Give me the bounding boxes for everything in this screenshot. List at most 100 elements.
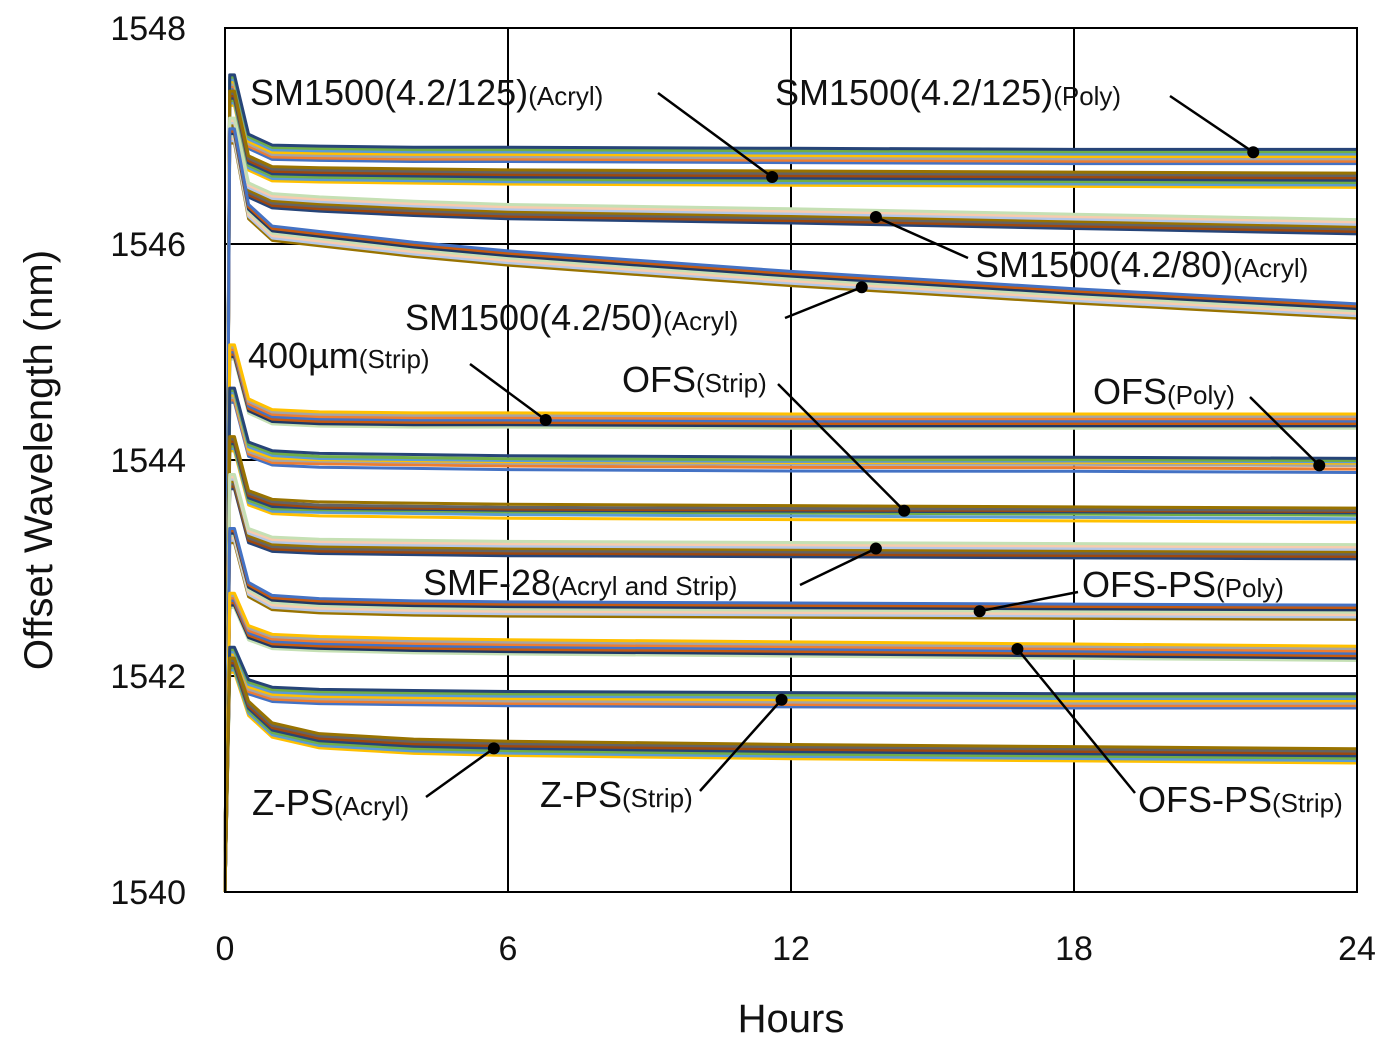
- series-line: [223, 596, 1358, 893]
- annotation: SM1500(4.2/125)(Acryl): [250, 72, 779, 184]
- series-line: [223, 355, 1357, 893]
- y-tick-label: 1540: [110, 874, 186, 912]
- annotation: Z-PS(Strip): [540, 693, 788, 815]
- series-line: [223, 132, 1358, 893]
- annotation: SMF-28(Acryl and Strip): [423, 542, 882, 603]
- series-line: [223, 96, 1358, 893]
- series-line: [223, 103, 1358, 893]
- series-line: [223, 435, 1358, 893]
- annotation-label-main: SM1500(4.2/125): [250, 72, 528, 113]
- series-group: [223, 89, 1358, 893]
- annotation: SM1500(4.2/125)(Poly): [775, 72, 1260, 159]
- series-line: [223, 648, 1357, 893]
- y-tick-label: 1548: [110, 10, 186, 48]
- annotation-leader-line: [875, 215, 969, 260]
- annotation-label: OFS(Poly): [1093, 371, 1235, 412]
- annotation-leader-line: [425, 747, 495, 799]
- series-line: [223, 666, 1358, 893]
- annotation-label-sub: (Acryl): [334, 791, 409, 821]
- annotation-label: SM1500(4.2/125)(Acryl): [250, 72, 603, 113]
- y-tick-label: 1546: [110, 226, 186, 264]
- annotation-leader-line: [469, 362, 547, 422]
- series-line: [223, 386, 1358, 893]
- annotation-label-sub: (Poly): [1216, 573, 1284, 603]
- x-tick-label: 0: [216, 930, 235, 968]
- annotation: OFS-PS(Poly): [973, 564, 1284, 618]
- annotation-label: SM1500(4.2/125)(Poly): [775, 72, 1121, 113]
- series-line: [223, 116, 1358, 893]
- annotation-marker: [775, 693, 788, 706]
- series-line: [223, 449, 1358, 893]
- series-line: [223, 400, 1358, 893]
- annotation-label: SMF-28(Acryl and Strip): [423, 562, 737, 603]
- series-line: [223, 343, 1357, 893]
- annotation: 400µm(Strip): [248, 335, 552, 427]
- series-line: [223, 87, 1357, 893]
- annotation-label: OFS(Strip): [622, 359, 767, 400]
- annotation-leader-line: [699, 698, 783, 792]
- series-line: [223, 487, 1358, 893]
- series-line: [223, 538, 1358, 893]
- annotation-label-sub: (Acryl): [528, 81, 603, 111]
- annotation: OFS-PS(Strip): [1011, 643, 1343, 820]
- annotation-marker: [1011, 643, 1024, 655]
- series-line: [223, 75, 1357, 893]
- annotation: OFS(Poly): [1093, 371, 1326, 472]
- annotation-leader-line: [1016, 648, 1136, 794]
- annotation: Z-PS(Acryl): [252, 742, 500, 823]
- plot-frame: [224, 27, 1358, 893]
- series-line: [223, 388, 1358, 893]
- series-line: [223, 531, 1358, 893]
- series-line: [223, 141, 1358, 893]
- annotation-label-sub: (Strip): [622, 783, 693, 813]
- annotation-marker: [869, 542, 882, 555]
- series-line: [223, 663, 1358, 893]
- annotation-label: Z-PS(Strip): [540, 774, 693, 815]
- series-line: [223, 101, 1358, 893]
- annotation-label-main: OFS: [622, 359, 696, 400]
- series-line: [223, 534, 1358, 893]
- series-line: [223, 82, 1357, 893]
- annotation-label-sub: (Acryl): [1233, 253, 1308, 283]
- series-line: [223, 603, 1358, 893]
- series-line: [223, 357, 1357, 893]
- annotation: SM1500(4.2/80)(Acryl): [869, 211, 1308, 285]
- series-line: [223, 668, 1358, 893]
- series-line: [223, 658, 1358, 893]
- annotation: OFS(Strip): [622, 359, 911, 517]
- series-group: [223, 472, 1358, 893]
- annotation-leader-line: [1169, 94, 1254, 154]
- series-line: [223, 80, 1357, 893]
- x-tick-label: 6: [499, 930, 518, 968]
- series-group: [223, 343, 1357, 893]
- annotation-label-main: OFS-PS: [1138, 779, 1272, 820]
- series-line: [223, 345, 1357, 893]
- series-group: [223, 73, 1357, 893]
- series-group: [223, 127, 1358, 893]
- series-group: [223, 386, 1358, 893]
- annotation-label: Z-PS(Acryl): [252, 782, 409, 823]
- series-line: [223, 85, 1357, 893]
- series-line: [223, 594, 1358, 893]
- annotation-label-sub: (Poly): [1053, 81, 1121, 111]
- annotation-label-main: SMF-28: [423, 562, 551, 603]
- annotation-label-main: Z-PS: [540, 774, 622, 815]
- annotation-label: SM1500(4.2/50)(Acryl): [405, 297, 738, 338]
- series-line: [223, 601, 1358, 893]
- annotation-marker: [539, 414, 552, 427]
- annotation: SM1500(4.2/50)(Acryl): [405, 281, 868, 338]
- series-line: [223, 529, 1358, 893]
- annotation-label-sub: (Acryl and Strip): [551, 571, 737, 601]
- series-line: [223, 91, 1358, 893]
- series-line: [223, 139, 1358, 893]
- annotation-label-sub: (Strip): [1272, 788, 1343, 818]
- annotation-marker: [766, 171, 779, 184]
- series-line: [223, 541, 1358, 893]
- series-line: [223, 482, 1358, 893]
- series-line: [223, 475, 1358, 893]
- annotation-marker: [973, 605, 986, 618]
- series-line: [223, 437, 1358, 893]
- annotation-marker: [869, 211, 882, 223]
- series-group: [223, 526, 1358, 893]
